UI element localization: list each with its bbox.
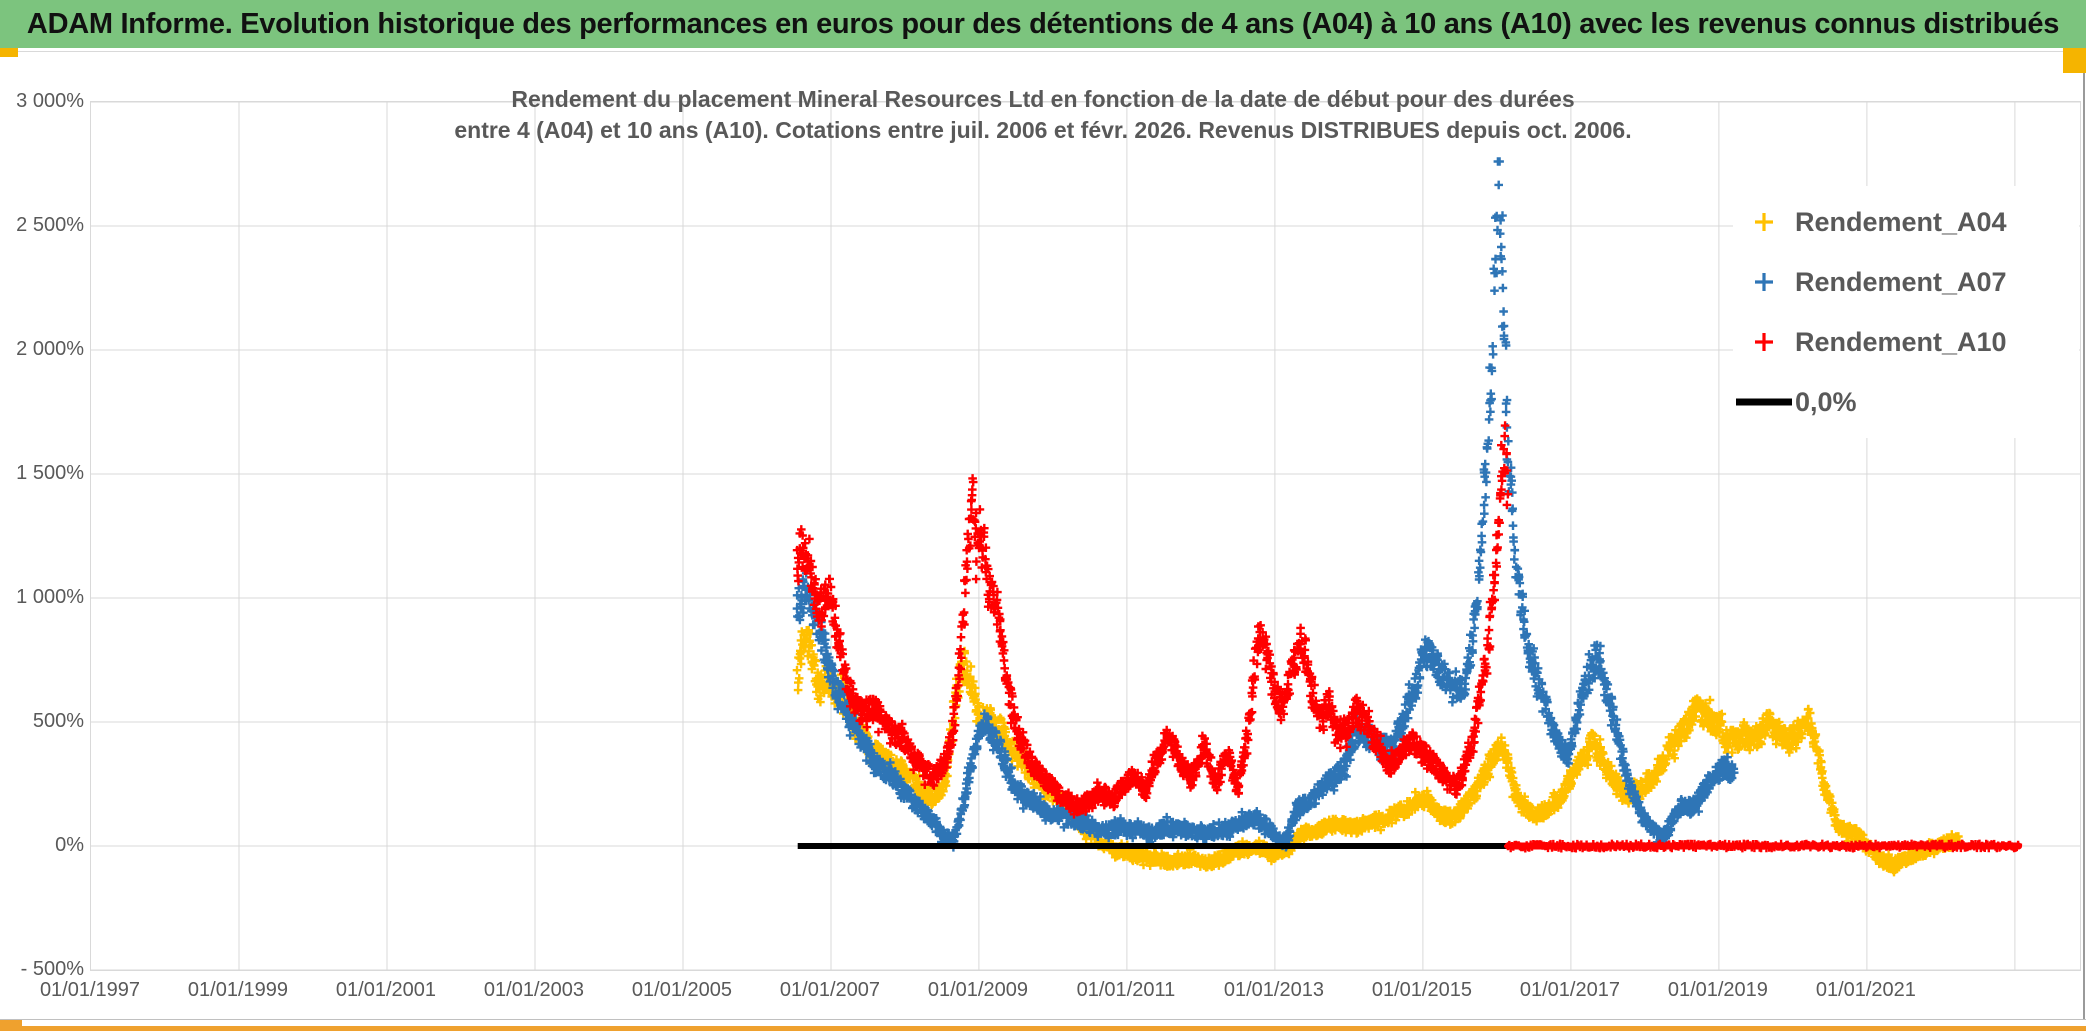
selection-handle-top-left[interactable] <box>0 48 18 57</box>
legend: Rendement_A04 Rendement_A07 Rendement_A1… <box>1733 186 2079 438</box>
chart-frame-right-line <box>2083 52 2085 1019</box>
legend-label: 0,0% <box>1795 386 1857 417</box>
x-tick-label: 01/01/2017 <box>1519 979 1620 1001</box>
plus-marker-icon <box>1733 211 1795 233</box>
legend-item-a04[interactable]: Rendement_A04 <box>1733 192 2079 252</box>
y-tick-label: 2 000% <box>16 338 84 360</box>
selection-handle-bottom-left[interactable] <box>0 1020 22 1031</box>
legend-label: Rendement_A07 <box>1795 266 2007 297</box>
x-tick-label: 01/01/2003 <box>483 979 585 1001</box>
selection-handle-top-right[interactable] <box>2063 48 2086 73</box>
line-marker-icon <box>1733 397 1795 407</box>
legend-label: Rendement_A10 <box>1795 326 2007 357</box>
x-tick-label: 01/01/1999 <box>187 979 289 1001</box>
y-tick-label: 3 000% <box>16 90 84 112</box>
x-tick-label: 01/01/2019 <box>1667 979 1768 1001</box>
selection-border-bottom[interactable] <box>22 1026 2086 1031</box>
header-bar: ADAM Informe. Evolution historique des p… <box>0 0 2086 48</box>
x-tick-label: 01/01/2011 <box>1076 979 1176 1001</box>
chart-frame-top-line <box>0 51 2086 52</box>
legend-item-zero-line[interactable]: 0,0% <box>1733 372 2079 432</box>
x-tick-label: 01/01/1997 <box>39 979 141 1001</box>
x-tick-label: 01/01/2021 <box>1815 979 1916 1001</box>
legend-item-a10[interactable]: Rendement_A10 <box>1733 312 2079 372</box>
y-tick-label: 1 000% <box>16 586 84 608</box>
y-tick-label: - 500% <box>20 958 84 980</box>
legend-label: Rendement_A04 <box>1795 206 2007 237</box>
legend-item-a07[interactable]: Rendement_A07 <box>1733 252 2079 312</box>
plus-marker-icon <box>1733 271 1795 293</box>
chart-frame-bottom-line <box>0 1019 2086 1020</box>
x-tick-label: 01/01/2001 <box>335 979 437 1001</box>
x-tick-label: 01/01/2015 <box>1371 979 1472 1001</box>
plus-marker-icon <box>1733 331 1795 353</box>
header-title: ADAM Informe. Evolution historique des p… <box>26 7 2060 40</box>
y-tick-label: 500% <box>32 710 84 732</box>
y-tick-label: 0% <box>55 834 84 856</box>
x-tick-label: 01/01/2005 <box>631 979 732 1001</box>
x-tick-label: 01/01/2009 <box>927 979 1028 1001</box>
x-tick-label: 01/01/2007 <box>779 979 880 1001</box>
x-tick-label: 01/01/2013 <box>1223 979 1324 1001</box>
y-tick-label: 1 500% <box>16 462 84 484</box>
y-tick-label: 2 500% <box>16 214 84 236</box>
